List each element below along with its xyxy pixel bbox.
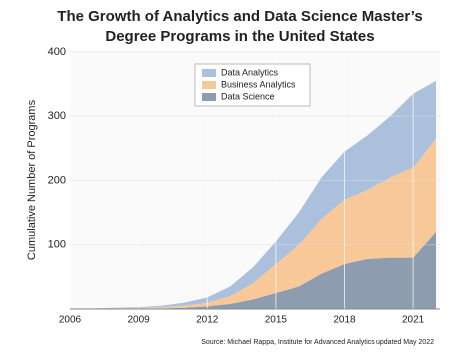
legend-label: Data Analytics — [221, 67, 279, 77]
area — [70, 138, 436, 309]
y-tick-label: 300 — [48, 110, 66, 122]
chart-title: Degree Programs in the United States — [105, 28, 374, 45]
source: Source: Michael Rappa, Institute for Adv… — [201, 339, 375, 346]
x-tick-label: 2012 — [196, 315, 219, 326]
legend-swatch — [202, 93, 216, 101]
x-tick-label: 2021 — [402, 315, 425, 326]
x-tick-label: 2018 — [333, 315, 356, 326]
chart-title: The Growth of Analytics and Data Science… — [57, 8, 422, 25]
legend-swatch — [202, 81, 216, 89]
y-tick-label: 200 — [48, 174, 66, 186]
x-tick-label: 2015 — [265, 315, 288, 326]
legend: Data Analytics Business Analytics Data Sci… — [194, 63, 311, 107]
y-axis-label: Cumulative Number of Programs — [26, 99, 38, 260]
x-tick-label: 2009 — [128, 315, 151, 326]
y-tick-label: 100 — [48, 239, 66, 251]
legend-label: Business Analytics — [221, 79, 296, 89]
note: updated May 2022 — [376, 339, 434, 346]
legend-label: Data Science — [221, 91, 275, 101]
legend-swatch — [202, 69, 216, 77]
y-tick-label: 400 — [48, 46, 66, 58]
x-tick-label: 2006 — [59, 315, 82, 326]
